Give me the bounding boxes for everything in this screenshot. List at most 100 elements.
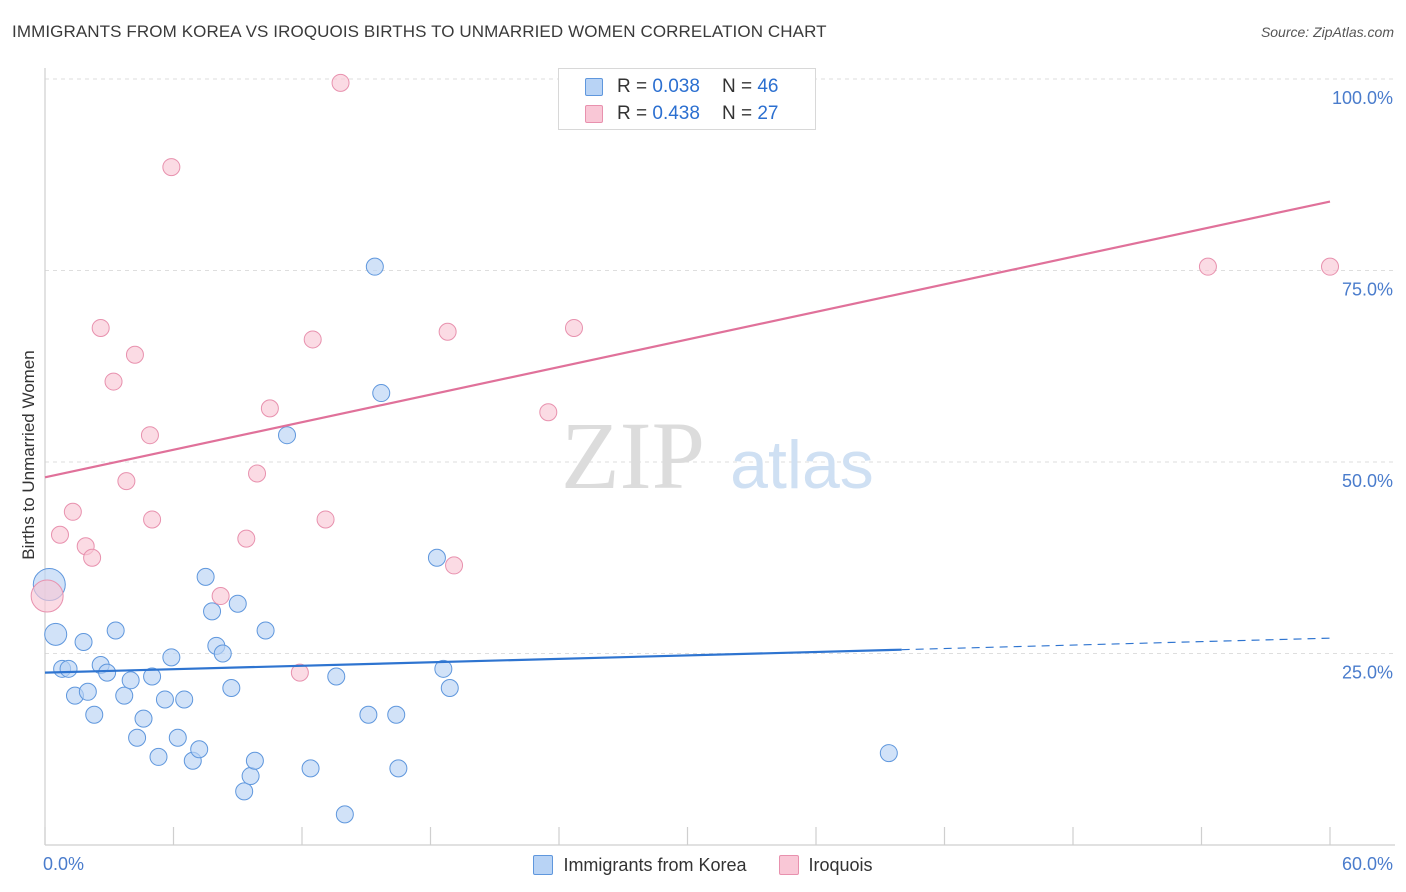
korea-point [162, 648, 181, 667]
korea-point [149, 747, 168, 766]
korea-point [121, 671, 140, 690]
stats-legend: R = 0.038 N = 46 R = 0.438 N = 27 [558, 68, 816, 130]
korea-point [128, 728, 147, 747]
iroquois-point [438, 322, 457, 341]
iroquois-point [539, 403, 558, 422]
iroquois-point [1321, 257, 1339, 276]
r-label: R = [617, 103, 648, 124]
stats-row-iroquois: R = 0.438 N = 27 [585, 101, 778, 127]
iroquois-point [30, 579, 64, 613]
watermark-zip: ZIP [561, 402, 705, 509]
y-tick-label: 100.0% [1332, 88, 1393, 108]
r-value: 0.438 [652, 103, 700, 124]
iroquois-point [104, 372, 123, 391]
korea-point [278, 426, 297, 445]
iroquois-point [303, 330, 322, 349]
trend-lines [44, 200, 1331, 674]
korea-trendline-extension [901, 637, 1331, 651]
korea-point [228, 594, 247, 613]
iroquois-point [1198, 257, 1217, 276]
watermark-atlas: atlas [730, 427, 874, 503]
legend-item-korea[interactable]: Immigrants from Korea [533, 854, 747, 876]
iroquois-trendline [44, 200, 1331, 479]
korea-point [327, 667, 346, 686]
y-tick-label: 25.0% [1342, 663, 1393, 683]
korea-point [222, 678, 241, 697]
korea-point [85, 705, 104, 724]
korea-point [235, 782, 254, 801]
legend-item-iroquois[interactable]: Iroquois [778, 854, 873, 876]
iroquois-point [564, 318, 583, 337]
iroquois-point [91, 318, 110, 337]
iroquois-point [260, 399, 279, 418]
n-label: N = [721, 103, 753, 124]
korea-point [365, 257, 384, 276]
iroquois-point [237, 529, 256, 548]
korea-point [190, 740, 209, 759]
r-value: 0.038 [652, 76, 700, 97]
n-value: 27 [757, 103, 779, 124]
x-tick-label: 0.0% [43, 854, 84, 874]
korea-point [427, 548, 446, 567]
iroquois-legend-swatch [778, 855, 799, 875]
korea-point [256, 621, 275, 640]
legend-label-iroquois: Iroquois [808, 854, 873, 875]
iroquois-point [331, 73, 350, 92]
korea-point [335, 805, 354, 824]
korea-trendline [44, 648, 902, 674]
korea-point [241, 767, 260, 786]
korea-point [44, 622, 68, 646]
korea-point [389, 759, 408, 778]
korea-point [879, 744, 898, 763]
korea-point [78, 682, 97, 701]
korea-point [74, 633, 93, 652]
korea-swatch [585, 78, 603, 96]
korea-point [175, 690, 194, 709]
legend-label-korea: Immigrants from Korea [563, 854, 747, 875]
iroquois-point [248, 464, 267, 483]
korea-legend-swatch [533, 855, 554, 875]
korea-point [134, 709, 153, 728]
korea-point [301, 759, 320, 778]
korea-point [203, 602, 222, 621]
watermark: ZIP atlas [561, 402, 874, 509]
korea-point [387, 705, 406, 724]
iroquois-point [445, 556, 464, 575]
iroquois-point [125, 345, 144, 364]
grid-lines [45, 78, 1395, 654]
korea-point [115, 686, 134, 705]
iroquois-point [211, 587, 230, 606]
source-credit: Source: ZipAtlas.com [1260, 24, 1394, 40]
korea-point [155, 690, 174, 709]
y-tick-label: 50.0% [1342, 471, 1393, 491]
data-points [30, 73, 1339, 824]
korea-point [359, 705, 378, 724]
korea-point [372, 384, 391, 403]
r-label: R = [617, 76, 648, 97]
korea-point [59, 659, 78, 678]
iroquois-point [83, 548, 102, 567]
korea-point [196, 567, 215, 586]
iroquois-point [316, 510, 335, 529]
n-value: 46 [757, 76, 779, 97]
iroquois-point [50, 525, 69, 544]
korea-point [143, 667, 162, 686]
chart-title: IMMIGRANTS FROM KOREA VS IROQUOIS BIRTHS… [12, 22, 827, 41]
iroquois-swatch [585, 105, 603, 123]
x-tick-label: 60.0% [1342, 854, 1393, 874]
iroquois-point [117, 472, 136, 491]
stats-row-korea: R = 0.038 N = 46 [585, 74, 778, 100]
iroquois-point [140, 426, 159, 445]
axes: 25.0% 50.0% 75.0% 100.0% 0.0% 60.0% [43, 68, 1395, 874]
n-label: N = [721, 76, 753, 97]
korea-point [213, 644, 232, 663]
korea-point [245, 751, 264, 770]
iroquois-point [290, 663, 309, 682]
korea-point [440, 678, 459, 697]
korea-point [98, 663, 117, 682]
korea-point [168, 728, 187, 747]
iroquois-point [143, 510, 162, 529]
iroquois-point [162, 158, 181, 177]
korea-point [434, 659, 453, 678]
iroquois-point [63, 502, 82, 521]
